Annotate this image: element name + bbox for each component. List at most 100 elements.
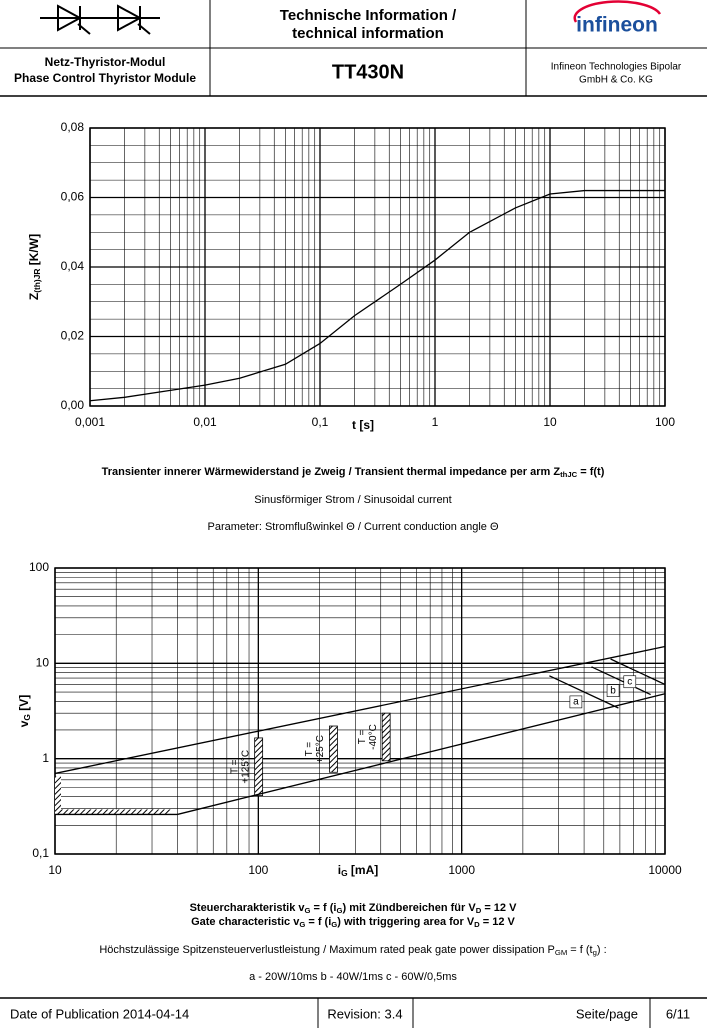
x-tick-label: 1: [432, 415, 439, 429]
y-axis-label: vG [V]: [17, 695, 32, 728]
x-tick-label: 10000: [648, 863, 682, 877]
logo: infineon: [576, 14, 658, 37]
caption-part: Höchstzulässige Spitzensteuerverlustleis…: [99, 944, 555, 956]
caption-part: Steuercharakteristik v: [190, 902, 306, 914]
caption-part: = 12 V: [480, 916, 516, 928]
caption-part: G: [331, 920, 337, 929]
page-number: 6/11: [666, 1006, 690, 1021]
x-axis-label: iG [mA]: [338, 863, 379, 878]
trigger-floor: [55, 809, 171, 815]
y-axis-label-part: v: [17, 720, 31, 727]
y-tick-label: 100: [29, 560, 49, 574]
y-axis-label: Z(th)JR [K/W]: [27, 234, 42, 300]
x-axis-label-part: G: [341, 868, 348, 878]
series-label: a: [573, 697, 579, 708]
caption: a - 20W/10ms b - 40W/1ms c - 60W/0,5ms: [249, 971, 457, 983]
zone-label: T =: [304, 742, 315, 757]
zone-label: T =: [357, 730, 368, 745]
caption-part: D: [474, 920, 480, 929]
caption-part: GM: [555, 948, 567, 957]
y-tick-label: 0,1: [32, 846, 49, 860]
caption-part: = f (i: [311, 902, 337, 914]
caption-part: Gate characteristic v: [191, 916, 300, 928]
y-axis-label-part: G: [22, 714, 32, 721]
caption: Sinusförmiger Strom / Sinusoidal current: [254, 494, 451, 506]
caption-part: Transienter innerer Wärmewiderstand je Z…: [102, 466, 561, 478]
y-tick-label: 0,06: [61, 190, 85, 204]
caption-part: ) mit Zündbereichen für V: [342, 902, 476, 914]
series-line: [54, 645, 666, 775]
series-line: [591, 666, 651, 696]
y-tick-label: 0,00: [61, 398, 85, 412]
y-tick-label: 0,08: [61, 120, 85, 134]
product-type: Phase Control Thyristor Module: [14, 71, 196, 85]
caption-part: = 12 V: [481, 902, 517, 914]
series-label-box: [606, 684, 620, 697]
x-tick-label: 10: [48, 863, 62, 877]
x-axis-label-part: [mA]: [348, 863, 379, 877]
plot-frame: [54, 567, 666, 855]
y-tick-label: 0,02: [61, 329, 85, 343]
x-tick-label: 1000: [448, 863, 475, 877]
zone-label: T =: [229, 759, 240, 774]
y-tick-label: 0,04: [61, 259, 85, 273]
caption: Transienter innerer Wärmewiderstand je Z…: [102, 466, 605, 479]
caption: Höchstzulässige Spitzensteuerverlustleis…: [99, 944, 606, 957]
y-tick-label: 1: [42, 751, 49, 765]
y-tick-label: 10: [36, 656, 50, 670]
x-axis-label: t [s]: [352, 418, 374, 432]
company: Infineon Technologies Bipolar: [551, 62, 682, 73]
series-label-box: [569, 695, 583, 709]
zone-label: -40°C: [368, 724, 379, 750]
caption-part: D: [476, 906, 482, 915]
caption-part: G: [299, 920, 305, 929]
x-tick-label: 0,1: [312, 415, 329, 429]
product-type: Netz-Thyristor-Modul: [45, 55, 166, 69]
series-label-box: [623, 675, 637, 689]
zone-label: +25°C: [315, 735, 326, 763]
x-axis-label-part: i: [338, 863, 341, 877]
footer-frame: [0, 997, 707, 1028]
x-tick-label: 100: [248, 863, 268, 877]
x-tick-label: 0,01: [193, 415, 217, 429]
y-axis-label-part: (th)JR: [32, 269, 42, 293]
caption-part: g: [593, 948, 597, 957]
thyristor-symbols: [40, 4, 160, 35]
logo-arc: [573, 0, 662, 23]
x-tick-label: 0,001: [75, 415, 105, 429]
series-label: c: [627, 676, 632, 687]
caption-part: G: [336, 906, 342, 915]
header-frame: [0, 0, 707, 97]
caption-part: = f (t: [567, 944, 592, 956]
series-label: b: [610, 685, 616, 696]
caption: Parameter: Stromflußwinkel Θ / Current c…: [207, 521, 498, 533]
revision: Revision: 3.4: [327, 1006, 402, 1021]
caption: Steuercharakteristik vG = f (iG) mit Zün…: [190, 902, 518, 915]
caption-part: thJC: [560, 470, 578, 479]
zone-label: +125°C: [240, 750, 251, 784]
trigger-zone: [329, 725, 338, 773]
trigger-zone: [381, 712, 391, 762]
company: GmbH & Co. KG: [579, 75, 653, 86]
caption-part: Parameter: Stromflußwinkel Θ / Current c…: [207, 521, 498, 533]
y-axis-label-part: Z: [27, 293, 41, 300]
series-line: [549, 675, 619, 709]
plot-frame: [89, 127, 666, 407]
caption-part: = f(t): [577, 466, 605, 478]
y-axis-label-part: [K/W]: [27, 234, 41, 269]
caption-part: = f (i: [305, 916, 331, 928]
trigger-zone: [254, 737, 264, 796]
series-line: [610, 658, 666, 686]
trigger-wall: [55, 776, 61, 815]
series-line: [177, 693, 666, 816]
x-tick-label: 10: [543, 415, 557, 429]
series-line: [89, 189, 665, 402]
page-label: Seite/page: [576, 1006, 638, 1021]
part-number: TT430N: [332, 61, 404, 83]
publication-date: Date of Publication 2014-04-14: [10, 1006, 189, 1021]
caption-part: G: [305, 906, 311, 915]
caption-part: Sinusförmiger Strom / Sinusoidal current: [254, 494, 451, 506]
caption-part: ) with triggering area for V: [337, 916, 475, 928]
